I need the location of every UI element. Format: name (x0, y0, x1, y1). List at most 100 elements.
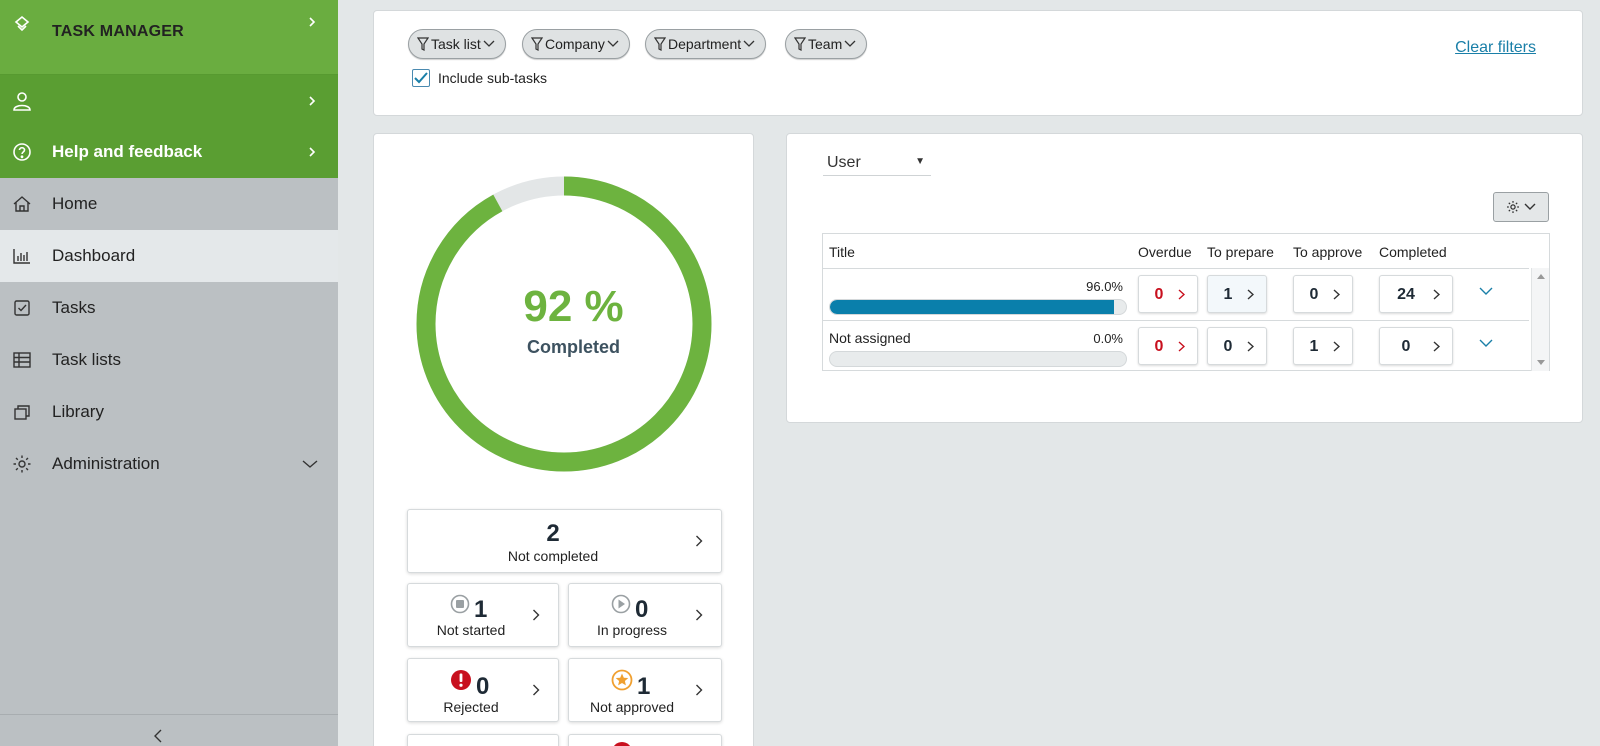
expand-row-icon[interactable] (1479, 287, 1493, 296)
completed-cell[interactable]: 0 (1379, 327, 1453, 365)
rejected-tile[interactable]: 0 Rejected (407, 658, 559, 722)
row-title: Not assigned (829, 330, 911, 346)
in-progress-label: In progress (596, 622, 668, 638)
completion-donut (416, 176, 712, 472)
sidebar-item-task-lists[interactable]: Task lists (0, 334, 338, 386)
not-approved-count: 1 (637, 673, 651, 700)
not-completed-count: 2 (546, 520, 560, 547)
task-manager-logo-icon (14, 15, 30, 32)
sidebar-item-administration[interactable]: Administration (0, 438, 338, 490)
filter-chip-task-list[interactable]: Task list (408, 29, 506, 59)
to-approve-cell[interactable]: 0 (1293, 275, 1353, 313)
to-approve-cell[interactable]: 1 (1293, 327, 1353, 365)
not-started-tile[interactable]: 1 Not started (407, 583, 559, 647)
overdue-cell[interactable]: 0 (1138, 275, 1198, 313)
to-prepare-cell[interactable]: 0 (1207, 327, 1267, 365)
column-header-overdue[interactable]: Overdue (1138, 244, 1192, 260)
breakdown-table: Title Overdue To prepare To approve Comp… (822, 233, 1550, 371)
star-icon (611, 669, 633, 691)
sidebar-item-dashboard[interactable]: Dashboard (0, 230, 338, 282)
row-progress-fill (830, 300, 1115, 314)
help-icon (13, 143, 31, 161)
sidebar-item-tasks[interactable]: Tasks (0, 282, 338, 334)
app-header[interactable]: TASK MANAGER (0, 0, 338, 74)
chevron-down-icon (1524, 203, 1536, 210)
row-progress-bar (829, 299, 1127, 315)
rejected-count: 0 (476, 673, 490, 700)
stat-tile-partial[interactable] (407, 734, 559, 746)
sidebar-item-label: Task lists (52, 350, 121, 369)
chevron-down-icon (844, 40, 856, 47)
user-menu[interactable] (0, 74, 338, 126)
overdue-cell[interactable]: 0 (1138, 327, 1198, 365)
to-prepare-value: 1 (1223, 286, 1233, 303)
filter-chip-label: Company (545, 36, 605, 52)
not-completed-tile[interactable]: 2 Not completed (407, 509, 722, 573)
table-row: 96.0% 0 1 0 24 (823, 268, 1529, 320)
stat-tile-partial[interactable] (568, 734, 722, 746)
group-by-select[interactable]: User ▼ (823, 148, 931, 176)
completed-cell[interactable]: 24 (1379, 275, 1453, 313)
to-prepare-cell[interactable]: 1 (1207, 275, 1267, 313)
scroll-down-icon[interactable] (1537, 360, 1545, 366)
chevron-right-icon (533, 684, 540, 696)
to-prepare-value: 0 (1223, 338, 1233, 355)
column-header-to-approve[interactable]: To approve (1293, 244, 1363, 260)
chevron-right-icon (696, 684, 703, 696)
overdue-value: 0 (1154, 338, 1164, 355)
completion-arc (416, 176, 712, 472)
not-completed-label: Not completed (507, 548, 599, 564)
in-progress-tile[interactable]: 0 In progress (568, 583, 722, 647)
not-approved-tile[interactable]: 1 Not approved (568, 658, 722, 722)
user-breakdown-card: User ▼ Title Overdue To prepare To appro… (786, 133, 1583, 423)
column-header-to-prepare[interactable]: To prepare (1207, 244, 1274, 260)
alert-icon (614, 742, 630, 746)
completion-summary-card: 92 % Completed 2 Not completed 1 Not sta… (373, 133, 754, 746)
row-percent: 96.0% (1086, 279, 1123, 294)
chevron-right-icon (1247, 341, 1254, 352)
filter-chip-team[interactable]: Team (785, 29, 868, 59)
help-and-feedback[interactable]: Help and feedback (0, 126, 338, 178)
column-header-title[interactable]: Title (829, 244, 855, 260)
sidebar-item-label: Dashboard (52, 246, 136, 265)
filter-chip-label: Team (808, 36, 843, 52)
expand-row-icon[interactable] (1479, 339, 1493, 348)
sidebar-item-label: Library (52, 402, 104, 421)
chevron-right-icon (1433, 341, 1440, 352)
chevron-right-icon (1333, 289, 1340, 300)
home-icon (13, 196, 31, 212)
chevron-right-icon (1178, 341, 1185, 352)
filter-chip-department[interactable]: Department (645, 29, 767, 59)
filter-chip-label: Department (668, 36, 742, 52)
sidebar-item-label: Tasks (52, 298, 96, 317)
filter-chip-company[interactable]: Company (522, 29, 630, 59)
chevron-right-icon (1178, 289, 1185, 300)
filter-chip-label: Task list (431, 36, 481, 52)
chevron-right-icon (533, 609, 540, 621)
clear-filters-link[interactable]: Clear filters (1455, 39, 1536, 56)
table-settings-button[interactable] (1493, 192, 1549, 222)
collapse-sidebar-icon[interactable] (152, 729, 164, 743)
column-header-completed[interactable]: Completed (1379, 244, 1447, 260)
sidebar-item-home[interactable]: Home (0, 178, 338, 230)
chevron-right-icon (309, 95, 316, 106)
table-scrollbar[interactable] (1531, 268, 1549, 371)
sidebar-item-label: Home (52, 194, 98, 213)
group-by-value: User (827, 154, 861, 171)
sidebar-item-label: Administration (52, 454, 160, 473)
row-percent: 0.0% (1093, 331, 1123, 346)
bar-chart-icon (13, 249, 30, 264)
sidebar-item-library[interactable]: Library (0, 386, 338, 438)
scroll-up-icon[interactable] (1537, 273, 1545, 279)
alert-icon (451, 670, 471, 690)
rejected-label: Rejected (443, 699, 499, 715)
completion-label: Completed (526, 337, 620, 357)
sidebar-footer (0, 714, 338, 746)
filter-panel: Task list Company Department Team Includ… (373, 10, 1583, 116)
chevron-right-icon (696, 535, 703, 547)
to-approve-value: 1 (1309, 338, 1319, 355)
chevron-down-icon (483, 40, 495, 47)
app-title: TASK MANAGER (52, 23, 184, 40)
stop-icon (450, 594, 470, 614)
include-subtasks-checkbox[interactable] (412, 69, 430, 87)
